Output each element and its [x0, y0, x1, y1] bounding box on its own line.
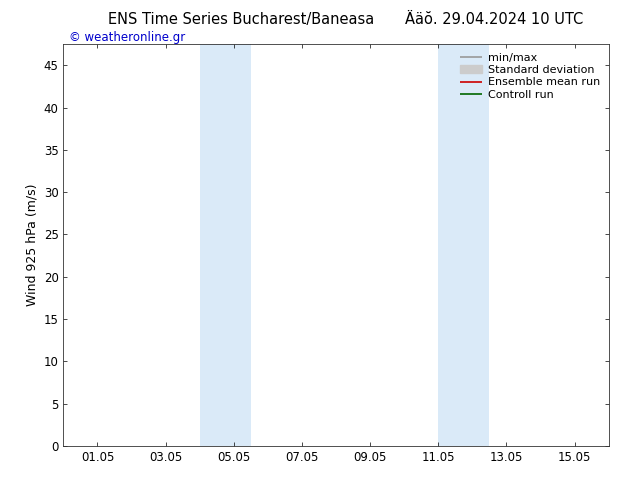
- Bar: [200, 44, 251, 446]
- Bar: [438, 44, 489, 446]
- Text: © weatheronline.gr: © weatheronline.gr: [69, 31, 185, 44]
- Text: Ääŏ. 29.04.2024 10 UTC: Ääŏ. 29.04.2024 10 UTC: [405, 12, 584, 27]
- Y-axis label: Wind 925 hPa (m/s): Wind 925 hPa (m/s): [25, 184, 38, 306]
- Legend: min/max, Standard deviation, Ensemble mean run, Controll run: min/max, Standard deviation, Ensemble me…: [456, 49, 603, 103]
- Text: ENS Time Series Bucharest/Baneasa: ENS Time Series Bucharest/Baneasa: [108, 12, 374, 27]
